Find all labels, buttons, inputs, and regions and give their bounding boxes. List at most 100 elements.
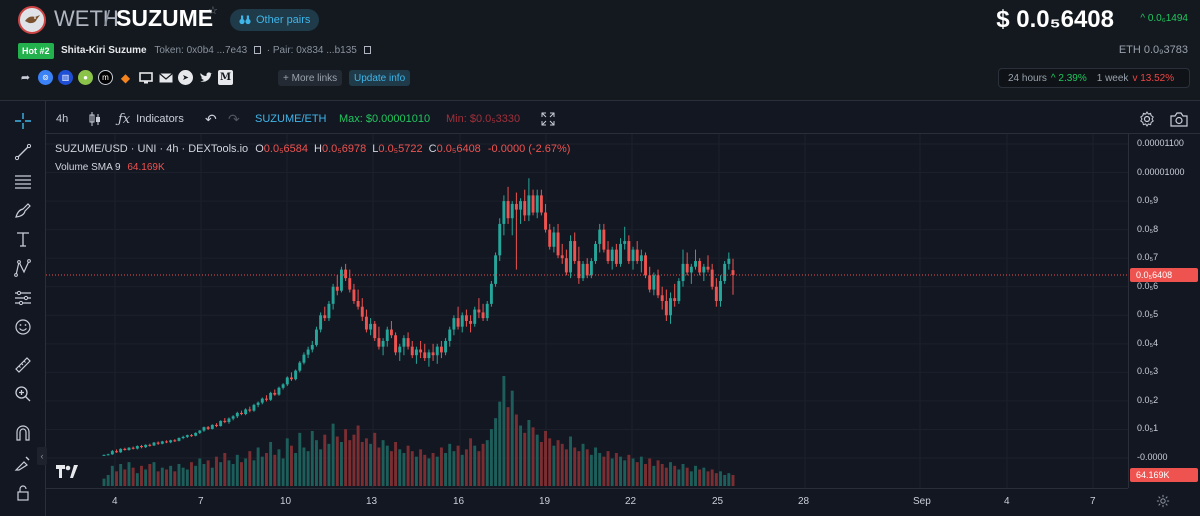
candle[interactable] [202, 426, 206, 432]
telegram-icon[interactable]: ➤ [178, 70, 193, 85]
period-1w-label[interactable]: 1 week [1096, 72, 1129, 84]
candle[interactable] [598, 223, 602, 253]
candle[interactable] [190, 434, 193, 437]
text-tool-icon[interactable] [13, 229, 33, 249]
candle[interactable] [223, 418, 227, 424]
copy-token-icon[interactable] [254, 46, 261, 55]
candle[interactable] [240, 410, 243, 416]
candle[interactable] [581, 261, 585, 282]
candle[interactable] [177, 437, 181, 442]
candle[interactable] [452, 315, 456, 336]
lock-icon[interactable] [13, 483, 33, 503]
candle[interactable] [564, 249, 568, 276]
candle[interactable] [285, 376, 289, 387]
candle[interactable] [144, 444, 148, 449]
price-axis[interactable]: 0.00001100 0.00001000 0.0₅9 0.0₅8 0.0₅7 0.0₅6… [1128, 134, 1200, 488]
candle[interactable] [489, 281, 493, 307]
candle[interactable] [402, 335, 406, 356]
candle[interactable] [631, 246, 635, 270]
candle[interactable] [498, 218, 502, 262]
candle[interactable] [106, 453, 110, 456]
candle[interactable] [731, 258, 735, 295]
candle[interactable] [585, 258, 589, 279]
candle[interactable] [289, 372, 293, 381]
favorite-star-icon[interactable]: ☆ [208, 5, 218, 17]
candle[interactable] [410, 340, 414, 359]
candle[interactable] [352, 283, 356, 304]
candle[interactable] [219, 420, 223, 427]
candle[interactable] [231, 415, 235, 421]
candle[interactable] [431, 343, 435, 361]
fullscreen-icon[interactable] [541, 106, 555, 132]
candle[interactable] [606, 241, 610, 264]
candle[interactable] [464, 309, 468, 327]
candle[interactable] [681, 249, 685, 287]
candle[interactable] [148, 443, 152, 447]
candle[interactable] [406, 332, 410, 350]
candle[interactable] [135, 445, 139, 450]
candle[interactable] [714, 278, 718, 307]
candle[interactable] [456, 306, 460, 330]
candle[interactable] [335, 275, 339, 296]
zoom-tool-icon[interactable] [13, 384, 33, 404]
forecast-tool-icon[interactable] [13, 288, 33, 308]
candle[interactable] [173, 439, 177, 443]
candle[interactable] [131, 446, 135, 450]
candle[interactable] [539, 189, 543, 216]
candle[interactable] [102, 454, 106, 456]
candle[interactable] [698, 258, 702, 276]
candle[interactable] [644, 252, 647, 279]
candle[interactable] [527, 178, 531, 222]
etherscan-icon[interactable]: ▥ [58, 70, 73, 85]
candle[interactable] [169, 439, 173, 444]
candle[interactable] [160, 440, 164, 445]
candle[interactable] [198, 430, 202, 435]
candle[interactable] [398, 343, 402, 361]
coinmarketcap-icon[interactable]: m [98, 70, 113, 85]
interval-button[interactable]: 4h [56, 113, 69, 125]
candle[interactable] [235, 411, 239, 419]
share-icon[interactable]: ➦ [20, 72, 31, 84]
candle[interactable] [414, 346, 418, 364]
candle[interactable] [673, 283, 677, 307]
candle[interactable] [535, 189, 539, 219]
candle[interactable] [252, 403, 256, 412]
tradingview-logo-icon[interactable] [56, 465, 78, 483]
candle[interactable] [377, 326, 381, 350]
candle[interactable] [314, 326, 318, 347]
candle[interactable] [689, 263, 693, 284]
candle[interactable] [423, 343, 427, 361]
candle[interactable] [660, 286, 664, 310]
candle[interactable] [648, 266, 652, 293]
candle[interactable] [206, 426, 210, 431]
candle[interactable] [519, 198, 523, 224]
candle[interactable] [244, 408, 248, 416]
candle[interactable] [319, 312, 323, 333]
candle[interactable] [610, 246, 614, 270]
screenshot-camera-icon[interactable] [1170, 106, 1188, 132]
candle[interactable] [656, 269, 660, 299]
hot-rank-badge[interactable]: Hot #2 [18, 43, 54, 59]
candle[interactable] [694, 249, 697, 270]
candle[interactable] [419, 340, 423, 359]
candle[interactable] [669, 292, 672, 324]
candle[interactable] [373, 320, 377, 341]
candle[interactable] [477, 298, 481, 319]
candle[interactable] [494, 252, 498, 287]
candle[interactable] [589, 258, 593, 279]
candle[interactable] [248, 406, 252, 413]
candle[interactable] [435, 343, 439, 364]
candle[interactable] [264, 395, 268, 402]
candle[interactable] [514, 192, 518, 270]
other-pairs-button[interactable]: Other pairs [230, 9, 320, 31]
candle[interactable] [369, 318, 373, 336]
candle[interactable] [344, 263, 348, 282]
candle-type-icon[interactable] [88, 106, 102, 132]
candle[interactable] [394, 332, 398, 356]
metamask-icon[interactable]: ◆ [120, 70, 131, 85]
candle[interactable] [706, 255, 710, 273]
candle[interactable] [602, 223, 606, 253]
candle[interactable] [469, 315, 473, 333]
candle[interactable] [269, 391, 273, 401]
copy-pair-icon[interactable] [363, 46, 371, 55]
